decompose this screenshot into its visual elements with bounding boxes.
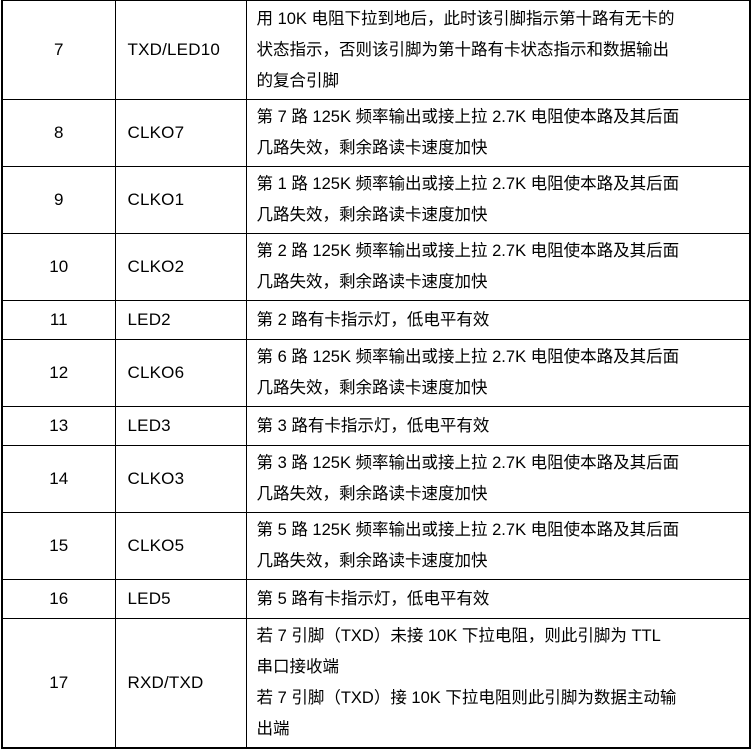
description-line: 几路失效，剩余路读卡速度加快 [256, 139, 488, 157]
description-line: 第 2 路 125K 频率输出或接上拉 2.7K 电阻使本路及其后面 [256, 242, 680, 260]
description-line: 第 7 路 125K 频率输出或接上拉 2.7K 电阻使本路及其后面 [256, 108, 680, 126]
description-line: 第 6 路 125K 频率输出或接上拉 2.7K 电阻使本路及其后面 [256, 348, 680, 366]
pin-number-cell: 13 [1, 406, 116, 446]
description-line: 出端 [256, 720, 290, 738]
table-row-pin-14: 14 CLKO3 第 3 路 125K 频率输出或接上拉 2.7K 电阻使本路及… [1, 445, 751, 513]
pin-number-cell: 14 [1, 445, 116, 513]
description-line: 第 5 路 125K 频率输出或接上拉 2.7K 电阻使本路及其后面 [256, 521, 680, 539]
description-line: 第 3 路有卡指示灯，低电平有效 [256, 416, 490, 435]
pin-name-cell: CLKO5 [114, 512, 247, 580]
description-line: 几路失效，剩余路读卡速度加快 [256, 206, 488, 224]
pin-number-cell: 15 [1, 512, 116, 580]
pin-name-cell: CLKO7 [114, 99, 247, 167]
pin-description-cell: 若 7 引脚（TXD）未接 10K 下拉电阻，则此引脚为 TTL 串口接收端 若… [245, 618, 751, 749]
description-line: 若 7 引脚（TXD）接 10K 下拉电阻则此引脚为数据主动输 [256, 689, 677, 707]
pin-number-cell: 8 [1, 99, 116, 167]
pin-name-cell: CLKO6 [114, 339, 247, 407]
pin-description-cell: 第 5 路 125K 频率输出或接上拉 2.7K 电阻使本路及其后面 几路失效，… [245, 512, 751, 580]
description-line: 几路失效，剩余路读卡速度加快 [256, 273, 488, 291]
pin-name-cell: LED5 [114, 579, 247, 619]
description-line: 串口接收端 [256, 658, 340, 676]
table-row-pin-10: 10 CLKO2 第 2 路 125K 频率输出或接上拉 2.7K 电阻使本路及… [1, 233, 751, 301]
pin-name-cell: RXD/TXD [114, 618, 247, 749]
pin-name-cell: CLKO3 [114, 445, 247, 513]
pin-number-cell: 10 [1, 233, 116, 301]
pin-description-cell: 用 10K 电阻下拉到地后，此时该引脚指示第十路有无卡的 状态指示，否则该引脚为… [245, 0, 751, 100]
pin-name-cell: TXD/LED10 [114, 0, 247, 100]
pin-description-cell: 第 1 路 125K 频率输出或接上拉 2.7K 电阻使本路及其后面 几路失效，… [245, 166, 751, 234]
description-line: 第 3 路 125K 频率输出或接上拉 2.7K 电阻使本路及其后面 [256, 454, 680, 472]
pin-description-cell: 第 3 路有卡指示灯，低电平有效 [245, 406, 751, 446]
pin-description-cell: 第 7 路 125K 频率输出或接上拉 2.7K 电阻使本路及其后面 几路失效，… [245, 99, 751, 167]
description-line: 第 5 路有卡指示灯，低电平有效 [256, 589, 490, 608]
description-line: 几路失效，剩余路读卡速度加快 [256, 485, 488, 503]
pin-name-cell: CLKO1 [114, 166, 247, 234]
description-line: 的复合引脚 [256, 71, 340, 90]
description-line: 几路失效，剩余路读卡速度加快 [256, 552, 488, 570]
table-row-pin-8: 8 CLKO7 第 7 路 125K 频率输出或接上拉 2.7K 电阻使本路及其… [1, 99, 751, 167]
description-line: 第 1 路 125K 频率输出或接上拉 2.7K 电阻使本路及其后面 [256, 175, 680, 193]
table-row-pin-16: 16 LED5 第 5 路有卡指示灯，低电平有效 [1, 579, 751, 619]
pin-name-cell: LED3 [114, 406, 247, 446]
pin-description-cell: 第 3 路 125K 频率输出或接上拉 2.7K 电阻使本路及其后面 几路失效，… [245, 445, 751, 513]
pin-number-cell: 9 [1, 166, 116, 234]
table-row-pin-12: 12 CLKO6 第 6 路 125K 频率输出或接上拉 2.7K 电阻使本路及… [1, 339, 751, 407]
table-row-pin-13: 13 LED3 第 3 路有卡指示灯，低电平有效 [1, 406, 751, 446]
description-line: 几路失效，剩余路读卡速度加快 [256, 379, 488, 397]
description-line: 第 2 路有卡指示灯，低电平有效 [256, 310, 490, 329]
pin-number-cell: 11 [1, 300, 116, 340]
description-line: 若 7 引脚（TXD）未接 10K 下拉电阻，则此引脚为 TTL [256, 627, 661, 645]
pin-description-cell: 第 2 路有卡指示灯，低电平有效 [245, 300, 751, 340]
pin-description-cell: 第 6 路 125K 频率输出或接上拉 2.7K 电阻使本路及其后面 几路失效，… [245, 339, 751, 407]
table-row-pin-17: 17 RXD/TXD 若 7 引脚（TXD）未接 10K 下拉电阻，则此引脚为 … [1, 618, 751, 749]
pin-number-cell: 12 [1, 339, 116, 407]
table-row-pin-9: 9 CLKO1 第 1 路 125K 频率输出或接上拉 2.7K 电阻使本路及其… [1, 166, 751, 234]
pin-description-cell: 第 2 路 125K 频率输出或接上拉 2.7K 电阻使本路及其后面 几路失效，… [245, 233, 751, 301]
pin-description-cell: 第 5 路有卡指示灯，低电平有效 [245, 579, 751, 619]
pin-number-cell: 7 [1, 0, 116, 100]
table-row-pin-15: 15 CLKO5 第 5 路 125K 频率输出或接上拉 2.7K 电阻使本路及… [1, 512, 751, 580]
description-line: 用 10K 电阻下拉到地后，此时该引脚指示第十路有无卡的 [256, 9, 675, 28]
pin-number-cell: 16 [1, 579, 116, 619]
table-row-pin-7: 7 TXD/LED10 用 10K 电阻下拉到地后，此时该引脚指示第十路有无卡的… [1, 0, 751, 100]
table-row-pin-11: 11 LED2 第 2 路有卡指示灯，低电平有效 [1, 300, 751, 340]
pin-number-cell: 17 [1, 618, 116, 749]
pin-name-cell: CLKO2 [114, 233, 247, 301]
description-line: 状态指示，否则该引脚为第十路有卡状态指示和数据输出 [256, 40, 670, 59]
pin-name-cell: LED2 [114, 300, 247, 340]
